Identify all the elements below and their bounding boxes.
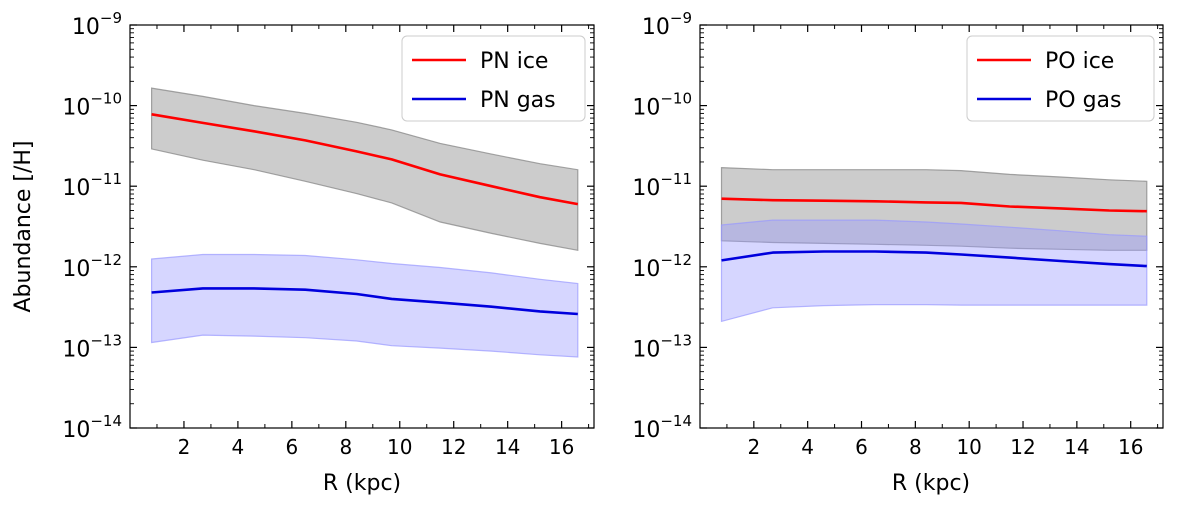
pn-xtick-label-0: 2: [178, 435, 191, 459]
po-xtick-label-1: 4: [801, 435, 814, 459]
po-band-1: [720, 219, 1148, 323]
po-ytick-label-0: 10−14: [632, 412, 692, 443]
po-xtick-label-3: 8: [909, 435, 922, 459]
pn-x-axis-label: R (kpc): [323, 471, 401, 496]
pn-band-0: [151, 87, 579, 252]
po-legend-label-ice: PO ice: [1045, 49, 1114, 74]
pn-panel: 2 4 6 8 10 12 14 16 10−14 10−13 10−12 10−11 10−10 10−…: [11, 9, 595, 496]
po-xtick-label-0: 2: [747, 435, 760, 459]
pn-xtick-label-5: 12: [441, 435, 466, 459]
pn-ytick-label-4: 10−10: [62, 90, 122, 121]
po-panel: 2 4 6 8 10 12 14 16 10−14 10−13 10−12 10−11 10−10 10−…: [632, 9, 1164, 496]
pn-xtick-label-2: 6: [285, 435, 298, 459]
po-xtick-label-7: 16: [1118, 435, 1143, 459]
pn-line-0: [151, 113, 579, 206]
po-plot-area: [699, 24, 1164, 429]
pn-ytick-label-5: 10−9: [72, 9, 122, 40]
po-ytick-label-2: 10−12: [632, 251, 692, 282]
pn-legend-label-ice: PN ice: [480, 49, 548, 74]
pn-ytick-label-1: 10−13: [62, 331, 122, 362]
po-legend-label-gas: PO gas: [1045, 88, 1121, 113]
pn-ytick-label-0: 10−14: [62, 412, 122, 443]
pn-legend: PN ice PN gas: [401, 35, 586, 122]
pn-xtick-label-4: 10: [387, 435, 412, 459]
pn-plot-area: [129, 24, 595, 429]
po-x-axis-label: R (kpc): [892, 471, 970, 496]
po-ytick-label-4: 10−10: [632, 90, 692, 121]
po-ytick-label-1: 10−13: [632, 331, 692, 362]
pn-ytick-label-2: 10−12: [62, 251, 122, 282]
po-line-0: [721, 197, 1147, 213]
po-xtick-label-4: 10: [956, 435, 981, 459]
po-legend: PO ice PO gas: [966, 35, 1155, 122]
pn-xtick-label-7: 16: [549, 435, 574, 459]
po-ytick-label-3: 10−11: [632, 170, 692, 201]
pn-line-1: [151, 287, 578, 316]
pn-legend-label-gas: PN gas: [480, 88, 556, 113]
pn-band-1: [151, 253, 579, 358]
po-ytick-label-5: 10−9: [642, 9, 692, 40]
po-line-1: [721, 250, 1147, 268]
po-xtick-label-5: 12: [1010, 435, 1035, 459]
po-xtick-label-6: 14: [1064, 435, 1089, 459]
pn-xtick-label-1: 4: [232, 435, 245, 459]
pn-y-axis-label: Abundance [/H]: [11, 140, 36, 312]
po-xtick-label-2: 6: [855, 435, 868, 459]
pn-ytick-label-3: 10−11: [62, 170, 122, 201]
pn-xtick-label-6: 14: [495, 435, 520, 459]
pn-xtick-label-3: 8: [339, 435, 352, 459]
